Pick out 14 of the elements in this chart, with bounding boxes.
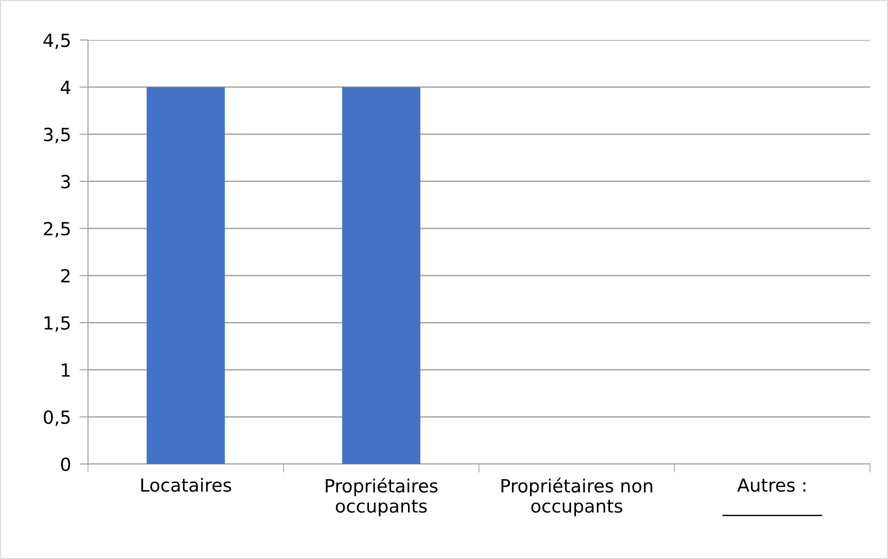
y-tick-label: 3,5: [44, 128, 70, 144]
x-tick-label: Propriétaires non occupants: [502, 478, 652, 516]
category-label: Autres : ___________: [722, 478, 822, 516]
x-tick-label: Locataires: [141, 478, 232, 492]
y-tick-label: 2,5: [44, 222, 70, 238]
y-tick-label: 2: [61, 269, 70, 282]
y-tick-label: 4: [60, 80, 70, 94]
y-tick-label: 3: [61, 174, 70, 188]
y-tick-label: 0: [61, 457, 70, 472]
y-tick-label: 0,5: [44, 410, 70, 426]
x-tick-label: Propriétaires occupants: [326, 478, 438, 516]
y-tick-label: 1: [62, 363, 70, 377]
y-tick-label: 1,5: [44, 316, 70, 332]
y-tick-label: 4,5: [44, 34, 70, 49]
